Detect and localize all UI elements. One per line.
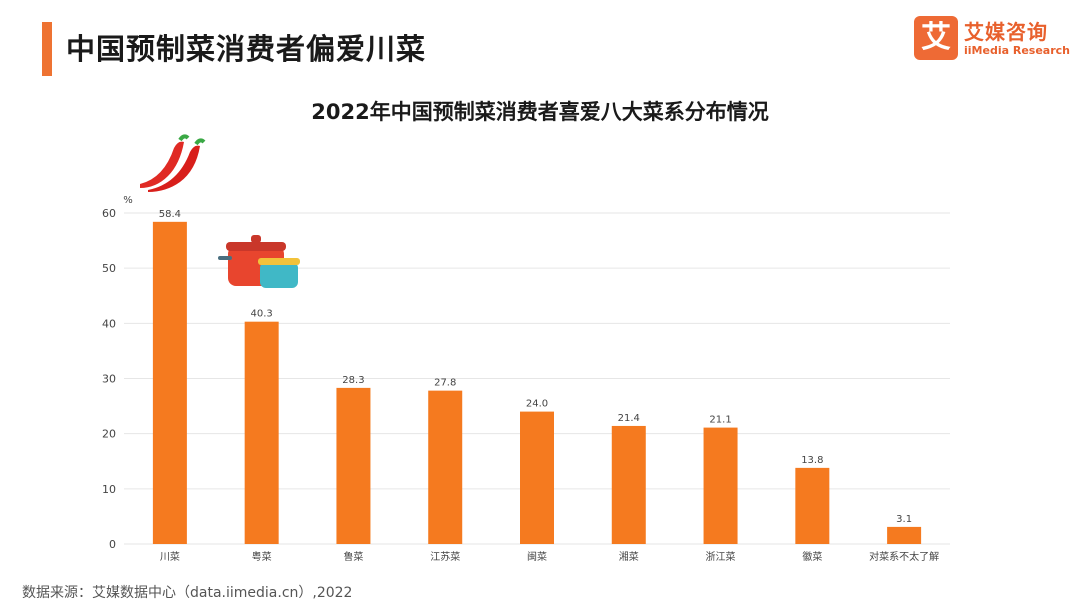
bar-value-label: 21.4 [618, 413, 640, 424]
x-tick-label: 湘菜 [619, 550, 639, 563]
y-tick-label: 60 [102, 207, 116, 220]
bar-value-label: 27.8 [434, 378, 456, 389]
logo-en-text: iiMedia Research [964, 44, 1070, 57]
x-tick-label: 闽菜 [527, 550, 547, 563]
x-tick-label: 徽菜 [802, 550, 822, 563]
y-tick-label: 40 [102, 317, 116, 330]
y-tick-label: 0 [109, 538, 116, 551]
title-accent-bar [42, 22, 52, 76]
chart-title: 2022年中国预制菜消费者喜爱八大菜系分布情况 [311, 100, 769, 124]
bar [152, 221, 187, 544]
bar-value-label: 21.1 [709, 415, 731, 426]
chili-peppers-icon [140, 134, 206, 192]
bar [520, 411, 554, 544]
cooking-pot-icon [218, 235, 300, 288]
iimedia-logo: 艾 艾媒咨询 iiMedia Research [914, 16, 1070, 64]
logo-mark: 艾 [914, 16, 958, 60]
x-tick-label: 对菜系不太了解 [869, 550, 939, 563]
page-title: 中国预制菜消费者偏爱川菜 [66, 32, 427, 66]
y-tick-label: 20 [102, 428, 116, 441]
data-source: 数据来源：艾媒数据中心（data.iimedia.cn）,2022 [22, 585, 353, 601]
bar-layer [152, 221, 922, 544]
bar [244, 321, 279, 544]
x-tick-label: 江苏菜 [430, 550, 460, 563]
label-layer: 0 10 20 30 40 50 60% 58.4 川菜 40.3 粤菜 28.3 鲁菜 27.8 江苏菜 2… [102, 195, 939, 563]
y-tick-label: 50 [102, 262, 116, 275]
bar [703, 427, 738, 544]
bar-value-label: 24.0 [526, 399, 548, 410]
bar [336, 387, 371, 544]
x-tick-label: 川菜 [160, 551, 180, 563]
logo-cn-text: 艾媒咨询 [964, 20, 1048, 44]
bar [887, 526, 922, 544]
y-axis-unit: % [123, 195, 133, 206]
bar [428, 390, 463, 544]
x-tick-label: 粤菜 [252, 550, 272, 563]
bar-value-label: 58.4 [159, 209, 181, 220]
bar [795, 467, 830, 544]
bar-value-label: 40.3 [251, 309, 273, 320]
bar [611, 425, 646, 544]
y-tick-label: 30 [102, 373, 116, 386]
bar-value-label: 13.8 [801, 455, 823, 466]
bar-value-label: 28.3 [342, 375, 364, 386]
bar-value-label: 3.1 [896, 514, 912, 525]
y-tick-label: 10 [102, 483, 116, 496]
x-tick-label: 浙江菜 [706, 551, 736, 563]
x-tick-label: 鲁菜 [343, 550, 363, 563]
